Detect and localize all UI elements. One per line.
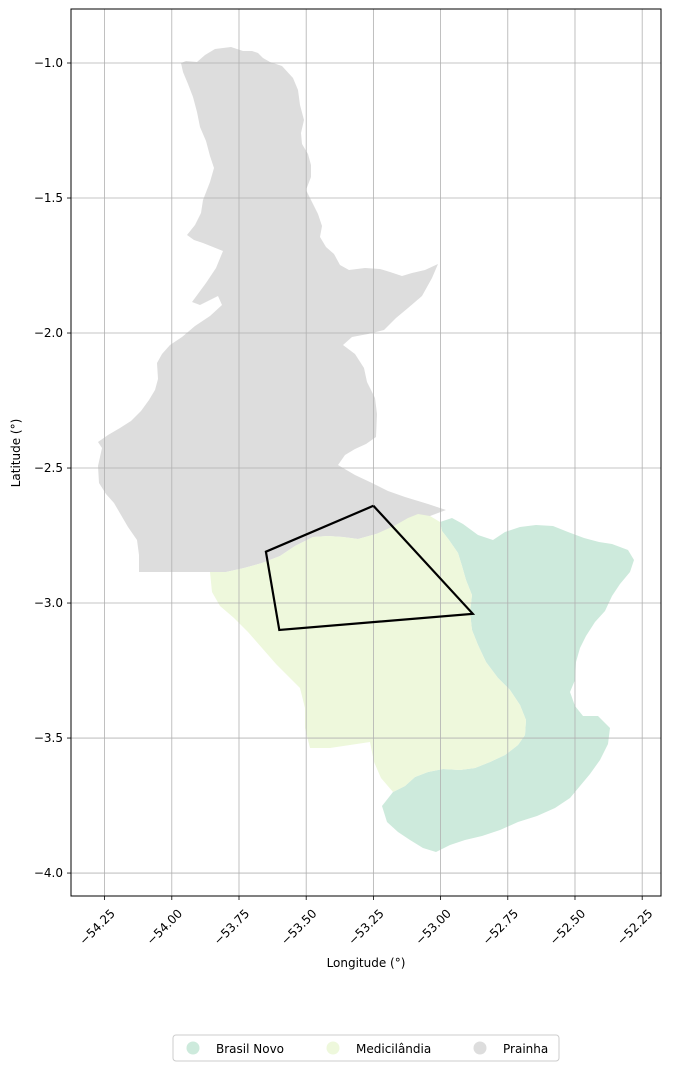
x-tick-label: −52.75 <box>480 906 521 947</box>
y-tick-label: −2.5 <box>34 461 63 475</box>
legend-label-medicilandia: Medicilândia <box>356 1042 431 1056</box>
y-tick-label: −2.0 <box>34 326 63 340</box>
x-tick-label: −53.50 <box>278 906 319 947</box>
y-axis-ticks: −1.0 −1.5 −2.0 −2.5 −3.0 −3.5 −4.0 <box>34 56 71 880</box>
y-tick-label: −4.0 <box>34 866 63 880</box>
y-tick-label: −3.5 <box>34 731 63 745</box>
y-axis-title: Latitude (°) <box>9 419 23 488</box>
axes-frame <box>70 8 662 897</box>
legend-label-prainha: Prainha <box>503 1042 548 1056</box>
legend: Brasil Novo Medicilândia Prainha <box>172 1034 560 1062</box>
x-tick-label: −54.00 <box>144 906 185 947</box>
x-tick-label: −53.25 <box>345 906 386 947</box>
legend-marker-prainha <box>473 1041 487 1055</box>
y-tick-label: −1.5 <box>34 191 63 205</box>
x-tick-label: −53.00 <box>413 906 454 947</box>
y-tick-label: −1.0 <box>34 56 63 70</box>
region-medicilandia <box>210 514 526 792</box>
legend-frame <box>172 1034 560 1062</box>
x-axis-ticks: −54.25 −54.00 −53.75 −53.50 −53.25 −53.00 −52.… <box>77 896 656 948</box>
y-tick-label: −3.0 <box>34 596 63 610</box>
x-tick-label: −54.25 <box>77 906 118 947</box>
legend-label-brasil-novo: Brasil Novo <box>216 1042 284 1056</box>
legend-marker-brasil-novo <box>186 1041 200 1055</box>
legend-marker-medicilandia <box>326 1041 340 1055</box>
x-tick-label: −52.50 <box>547 906 588 947</box>
region-prainha <box>98 47 446 572</box>
grid-lines <box>71 9 661 896</box>
highlight-polygon <box>264 504 476 632</box>
x-tick-label: −53.75 <box>211 906 252 947</box>
x-tick-label: −52.25 <box>614 906 655 947</box>
x-axis-title: Longitude (°) <box>327 956 406 970</box>
